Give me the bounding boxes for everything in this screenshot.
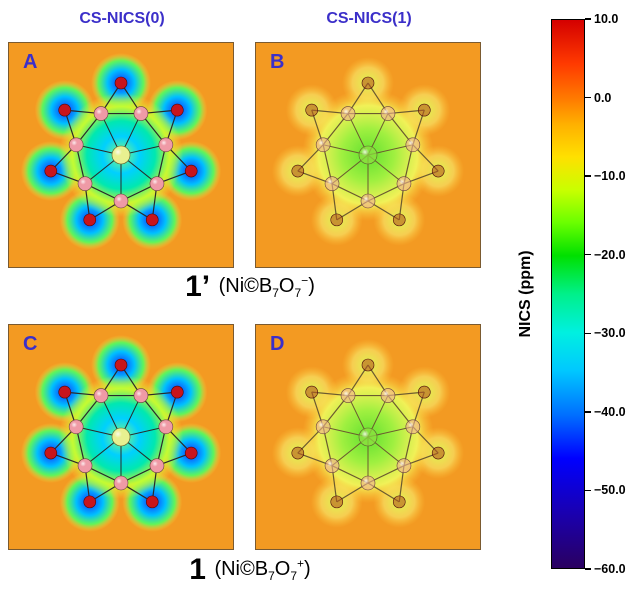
colorbar-tick-label: 0.0 [594,90,612,105]
caption-top: 1’ (Ni©B7O7−) [0,270,500,304]
column-header-nics0: CS-NICS(0) [79,10,165,27]
oxygen-atom [330,495,344,509]
panel-label-c: C [23,333,38,355]
colorbar-title: NICS (ppm) [517,250,534,338]
colorbar [551,19,585,569]
oxygen-atom [392,213,406,227]
oxygen-atom [170,103,184,117]
oxygen-atom [431,446,445,460]
colorbar-tick-mark [585,175,591,177]
oxygen-atom [58,103,72,117]
colorbar-tick-mark [585,253,591,256]
oxygen-atom [305,103,319,117]
oxygen-atom [291,164,305,178]
column-header-nics1: CS-NICS(1) [326,10,412,27]
nickel-atom [358,427,378,447]
oxygen-atom [170,385,184,399]
panel-d: D [255,324,481,550]
caption-top-formula: (Ni©B7O7−) [218,273,315,301]
oxygen-atom [184,164,198,178]
colorbar-tick-label: −60.0 [594,562,626,576]
nics-map-a [9,43,233,267]
panel-a: A [8,42,234,268]
caption-bottom-number: 1 [189,553,206,586]
oxygen-atom [392,495,406,509]
oxygen-atom [145,495,159,509]
colorbar-tick-label: −10.0 [594,169,626,184]
oxygen-atom [44,164,58,178]
caption-bottom-formula: (Ni©B7O7+) [214,556,311,584]
panel-c: C [8,324,234,550]
oxygen-atom [330,213,344,227]
oxygen-atom [431,164,445,178]
colorbar-tick-label: −40.0 [594,404,626,419]
nickel-atom [358,145,378,165]
oxygen-atom [184,446,198,460]
colorbar-tick-label: 10.0 [594,12,619,26]
panel-label-b: B [270,51,285,73]
caption-bottom: 1 (Ni©B7O7+) [0,553,500,587]
panel-label-d: D [270,333,285,355]
colorbar-tick-mark [585,96,591,99]
oxygen-atom [145,213,159,227]
oxygen-atom [361,358,375,372]
oxygen-atom [417,385,431,399]
colorbar-tick-mark [585,568,591,570]
nics-map-b [256,43,480,267]
oxygen-atom [417,103,431,117]
colorbar-tick-label: −20.0 [594,247,626,262]
oxygen-atom [44,446,58,460]
colorbar-tick-label: −30.0 [594,326,626,341]
nics-map-d [256,325,480,549]
panel-label-a: A [23,51,38,73]
colorbar-tick-mark [585,489,591,492]
colorbar-tick-label: −50.0 [594,483,626,498]
oxygen-atom [361,76,375,90]
caption-top-number: 1’ [185,270,211,303]
oxygen-atom [114,358,128,372]
nics-map-c [9,325,233,549]
nickel-atom [111,145,131,165]
oxygen-atom [83,495,97,509]
oxygen-atom [83,213,97,227]
nickel-atom [111,427,131,447]
panel-b: B [255,42,481,268]
colorbar-tick-mark [585,18,591,20]
colorbar-tick-mark [585,332,591,335]
oxygen-atom [58,385,72,399]
oxygen-atom [114,76,128,90]
colorbar-tick-mark [585,411,591,413]
oxygen-atom [291,446,305,460]
oxygen-atom [305,385,319,399]
